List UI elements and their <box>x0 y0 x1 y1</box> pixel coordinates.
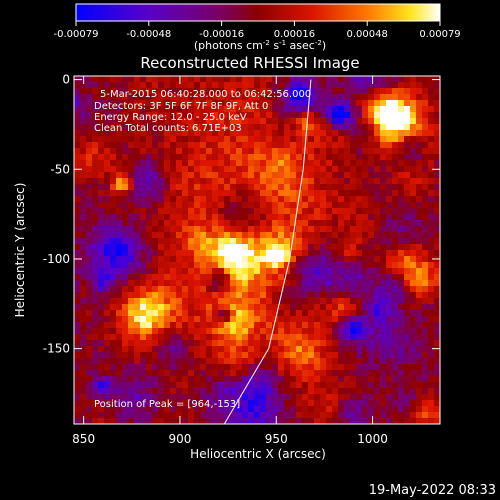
colorbar-tick-label: 0.00048 <box>347 29 388 40</box>
annotation-peak-position: Position of Peak = [964,-153] <box>94 399 240 410</box>
annotation-block: 5-Mar-2015 06:40:28.000 to 06:42:56.000 … <box>94 89 311 410</box>
colorbar-tick-label: 0.00079 <box>419 29 460 40</box>
annotation-energy-range: Energy Range: 12.0 - 25.0 keV <box>94 112 247 123</box>
annotation-time-range: 5-Mar-2015 06:40:28.000 to 06:42:56.000 <box>100 89 311 100</box>
y-tick-label: -50 <box>50 162 70 176</box>
y-tick-label: 0 <box>62 73 70 87</box>
solar-limb-curve <box>223 79 312 424</box>
x-tick-label: 950 <box>265 432 288 446</box>
annotation-clean-counts: Clean Total counts: 6.71E+03 <box>94 123 242 134</box>
heatmap-image <box>74 76 440 424</box>
colorbar-tick-label: 0.00016 <box>274 29 315 40</box>
x-tick-label: 850 <box>72 432 95 446</box>
colorbar-tick-label: -0.00079 <box>54 29 99 40</box>
y-tick-label: -150 <box>43 342 70 356</box>
plot-frame <box>73 75 441 425</box>
y-axis-ticks: 0 -50 -100 -150 <box>43 73 440 356</box>
colorbar <box>75 3 441 22</box>
chart-title: Reconstructed RHESSI Image <box>140 54 359 72</box>
x-axis-ticks: 850 900 950 1000 <box>72 76 388 446</box>
colorbar-ticks: -0.00079 -0.00048 -0.00016 0.00016 0.00048 0.… <box>54 21 461 40</box>
x-axis-label: Heliocentric X (arcsec) <box>190 447 326 461</box>
annotation-detectors: Detectors: 3F 5F 6F 7F 8F 9F, Att 0 <box>94 101 268 112</box>
colorbar-tick-label: -0.00048 <box>126 29 171 40</box>
y-axis-label: Heliocentric Y (arcsec) <box>13 183 27 318</box>
colorbar-units: (photons cm-2 s-1 asec-2) <box>194 39 326 52</box>
x-tick-label: 1000 <box>357 432 388 446</box>
x-tick-label: 900 <box>168 432 191 446</box>
date-stamp: 19-May-2022 08:33 <box>369 483 496 498</box>
y-tick-label: -100 <box>43 252 70 266</box>
colorbar-tick-label: -0.00016 <box>199 29 244 40</box>
